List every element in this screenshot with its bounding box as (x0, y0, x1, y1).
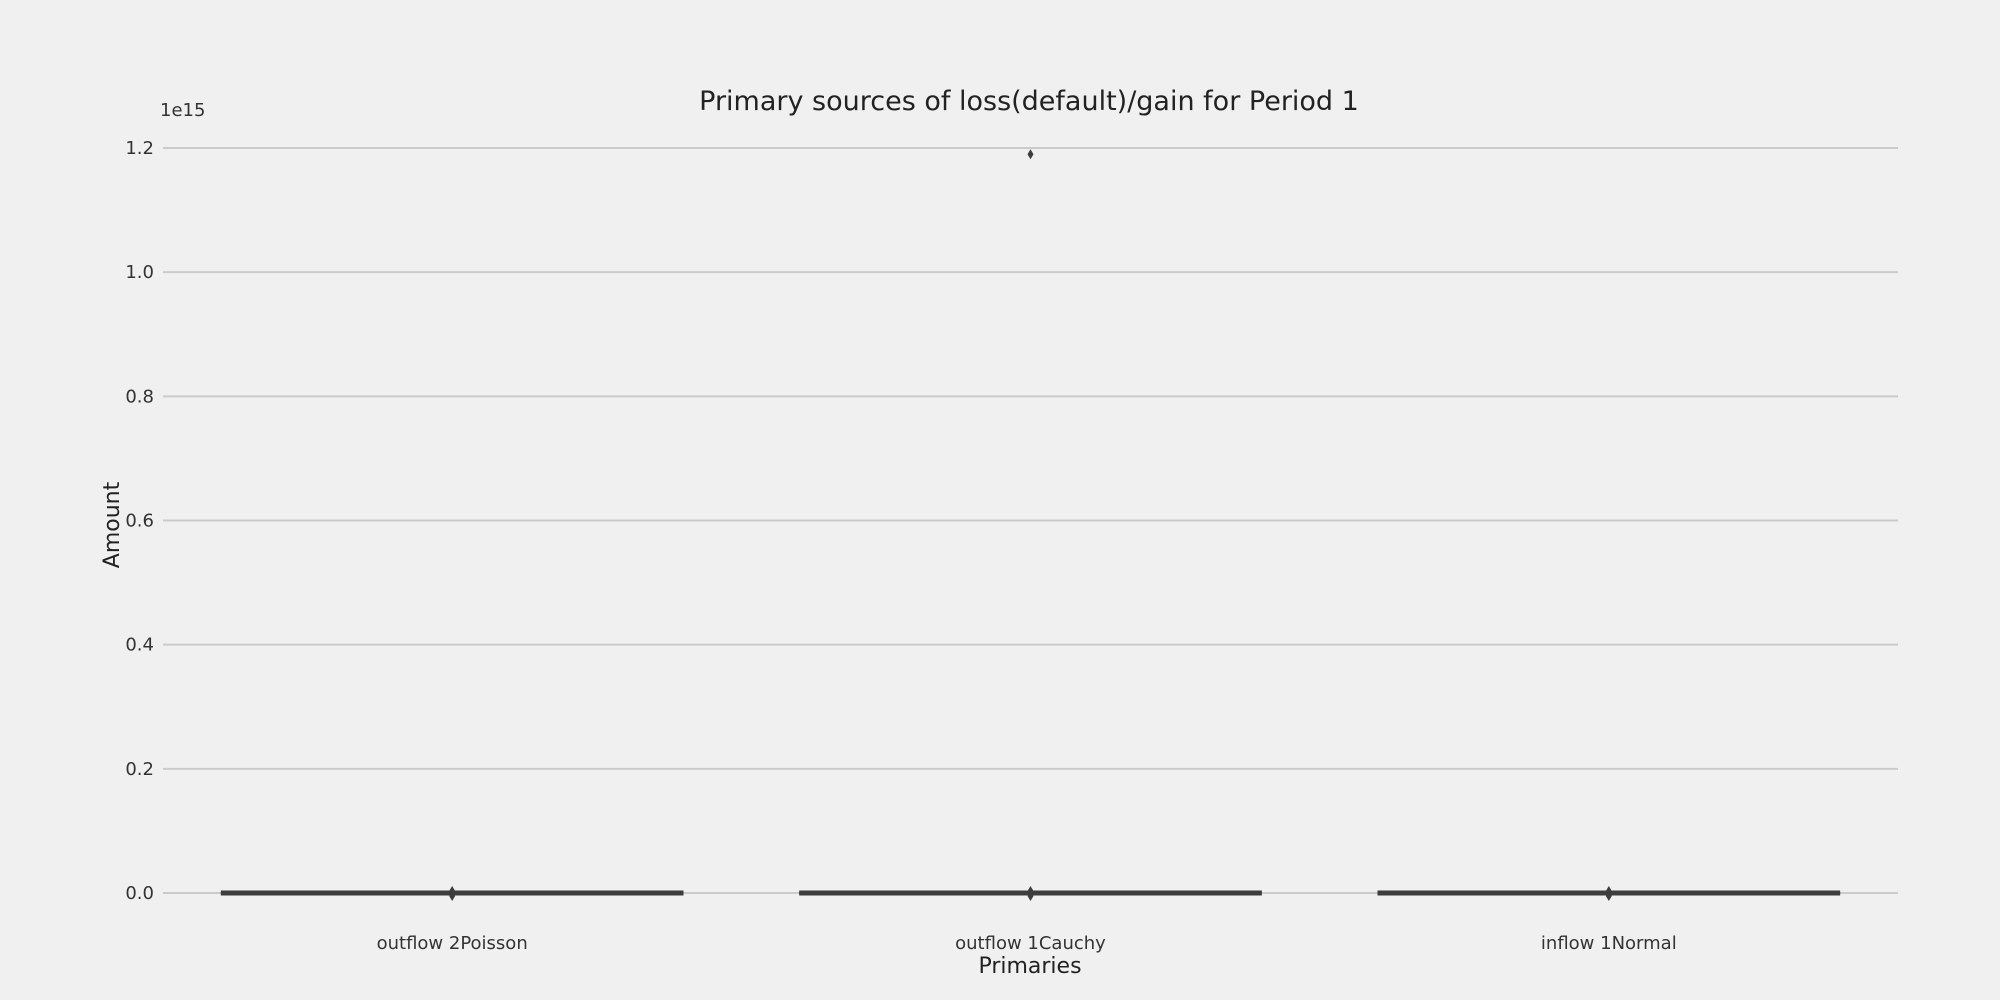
outlier-point (1605, 891, 1612, 901)
y-tick-label: 0.8 (125, 386, 154, 407)
y-tick-label: 0.2 (125, 759, 154, 780)
box-group (1377, 886, 1841, 901)
x-tick-label: inflow 1Normal (1541, 933, 1677, 954)
x-axis-title: Primaries (978, 954, 1081, 979)
y-axis-title: Amount (100, 481, 125, 568)
outlier-point (1027, 891, 1034, 901)
box-group (799, 149, 1262, 901)
chart-title: Primary sources of loss(default)/gain fo… (699, 86, 1359, 117)
boxes (220, 149, 1841, 901)
y-tick-labels: 0.0 0.2 0.4 0.6 0.8 1.0 1.2 (125, 138, 154, 904)
box-group (220, 886, 684, 901)
outlier-point (449, 891, 456, 901)
y-axis-offset-label: 1e15 (160, 100, 205, 121)
x-tick-label: outflow 1Cauchy (955, 933, 1106, 954)
grid-lines (163, 147, 1898, 894)
x-tick-label: outflow 2Poisson (377, 933, 528, 954)
y-tick-label: 0.6 (125, 511, 154, 532)
y-tick-label: 0.4 (125, 635, 154, 656)
x-tick-labels: outflow 2Poisson outflow 1Cauchy inflow 1N… (377, 933, 1677, 954)
y-tick-label: 0.0 (125, 883, 154, 904)
outlier-point (1027, 149, 1034, 160)
y-tick-label: 1.2 (125, 138, 154, 159)
y-tick-label: 1.0 (125, 262, 154, 283)
